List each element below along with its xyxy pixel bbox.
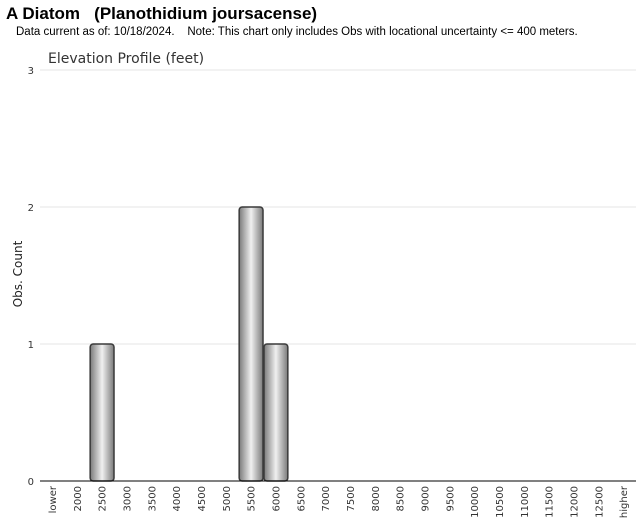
- x-tick-label: 3500: [147, 486, 158, 511]
- x-tick-label: 8500: [396, 486, 407, 511]
- x-tick-label: lower: [48, 485, 59, 513]
- x-tick-label: 10500: [495, 486, 506, 518]
- page-title: A Diatom (Planothidium joursacense): [6, 4, 318, 23]
- bar-2500: [89, 343, 115, 482]
- x-tick-label: 3000: [122, 486, 133, 511]
- x-tick-labels: lower 2000 2500 3000 3500 4000 4500 5000 5500 600…: [48, 485, 630, 518]
- x-tick-label: 6500: [296, 486, 307, 511]
- x-tick-label: 9000: [420, 486, 431, 511]
- x-tick-label: higher: [619, 485, 630, 518]
- x-tick-label: 11000: [520, 486, 531, 518]
- x-tick-label: 12500: [594, 486, 605, 518]
- x-tick-label: 2500: [98, 486, 109, 511]
- x-tick-label: 6000: [271, 486, 282, 511]
- x-tick-label: 4500: [197, 486, 208, 511]
- x-tick-label: 5000: [222, 486, 233, 511]
- y-tick-label: 0: [28, 477, 34, 488]
- chart-title: Elevation Profile (feet): [48, 51, 204, 67]
- x-tick-label: 10000: [470, 486, 481, 518]
- x-tick-label: 5500: [247, 486, 258, 511]
- bar-5500: [238, 206, 264, 482]
- x-tick-label: 2000: [73, 486, 84, 511]
- y-tick-labels: 0 1 2 3: [28, 66, 34, 488]
- y-tick-label: 2: [28, 203, 34, 214]
- x-tick-label: 7500: [346, 486, 357, 511]
- x-tick-label: 9500: [445, 486, 456, 511]
- x-tick-label: 12000: [569, 486, 580, 518]
- y-tick-label: 1: [28, 340, 34, 351]
- y-tick-label: 3: [28, 66, 34, 77]
- x-tick-label: 7000: [321, 486, 332, 511]
- bars: [89, 206, 289, 482]
- x-tick-label: 11500: [545, 486, 556, 518]
- y-axis-label: Obs. Count: [11, 240, 25, 307]
- page-subtitle: Data current as of: 10/18/2024. Note: Th…: [16, 26, 578, 38]
- gridlines: [40, 69, 636, 345]
- x-tick-label: 8000: [371, 486, 382, 511]
- x-tick-label: 4000: [172, 486, 183, 511]
- bar-6000: [263, 343, 289, 482]
